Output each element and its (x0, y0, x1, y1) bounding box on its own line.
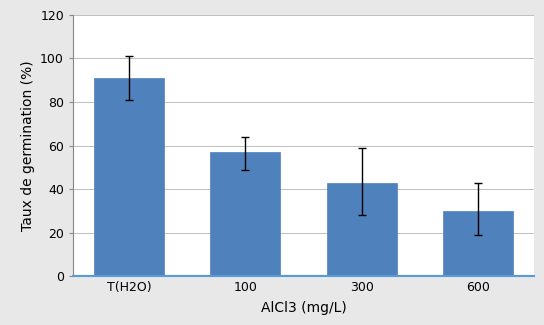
Bar (211, 152, 280, 277)
Bar (94, 78, 164, 277)
Bar (443, 211, 514, 277)
Y-axis label: Taux de germination (%): Taux de germination (%) (21, 60, 35, 231)
X-axis label: AlCl3 (mg/L): AlCl3 (mg/L) (261, 301, 347, 315)
Bar (327, 183, 397, 277)
